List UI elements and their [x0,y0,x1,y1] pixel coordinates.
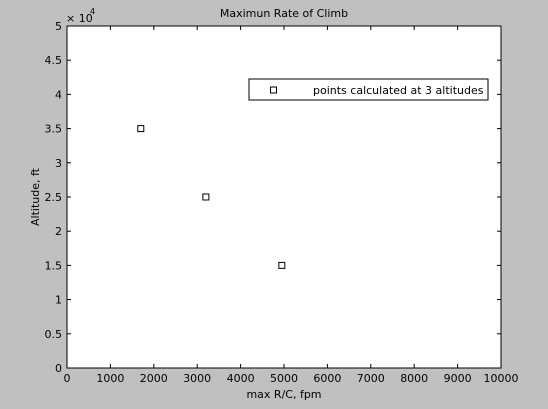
y-tick-label: 2.5 [45,191,63,204]
x-tick-label: 10000 [484,372,519,385]
x-tick-label: 1000 [96,372,124,385]
y-tick-label: 4 [55,88,62,101]
data-point [278,261,286,269]
y-tick-label: 2 [55,225,62,238]
x-tick-label: 4000 [227,372,255,385]
plot-area [66,25,502,369]
legend-box [248,78,489,101]
x-axis-label: max R/C, fpm [246,388,321,401]
x-tick-label: 2000 [140,372,168,385]
data-points [137,125,286,269]
y-axis-label: Altitude, ft [29,167,42,226]
y-tick-label: 3.5 [45,123,63,136]
x-tick-label: 0 [64,372,71,385]
y-tick-label: 1.5 [45,259,63,272]
legend-label: points calculated at 3 altitudes [313,84,484,97]
y-tick-label: 4.5 [45,54,63,67]
x-tick-label: 7000 [357,372,385,385]
y-tick-label: 1 [55,294,62,307]
x-tick-label: 9000 [444,372,472,385]
y-multiplier-base: × 10 [66,12,93,25]
x-tick-label: 6000 [313,372,341,385]
y-tick-label: 0 [55,362,62,375]
x-tick-label: 8000 [400,372,428,385]
y-tick-label: 5 [55,20,62,33]
legend-marker [270,86,277,94]
x-axis-ticks: 0 1000 2000 3000 4000 5000 6000 7000 8000 9000 100… [64,26,519,385]
x-tick-label: 3000 [183,372,211,385]
y-tick-label: 0.5 [45,328,63,341]
y-tick-label: 3 [55,157,62,170]
data-point [202,193,210,201]
legend: points calculated at 3 altitudes [248,78,489,101]
data-point [137,125,145,133]
chart-title: Maximun Rate of Climb [220,7,348,20]
x-tick-label: 5000 [270,372,298,385]
y-multiplier-exponent: 4 [90,7,95,16]
y-axis-ticks: 0 0.5 1 1.5 2 2.5 3 3.5 4 4.5 5 [45,20,501,375]
y-multiplier: × 10 4 [66,7,95,25]
